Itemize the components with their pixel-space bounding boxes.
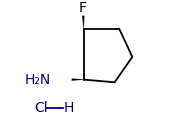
Polygon shape	[72, 78, 84, 81]
Text: H: H	[64, 101, 74, 115]
Polygon shape	[82, 16, 84, 29]
Text: Cl: Cl	[35, 101, 48, 115]
Text: F: F	[78, 1, 86, 15]
Text: H₂N: H₂N	[25, 73, 51, 87]
